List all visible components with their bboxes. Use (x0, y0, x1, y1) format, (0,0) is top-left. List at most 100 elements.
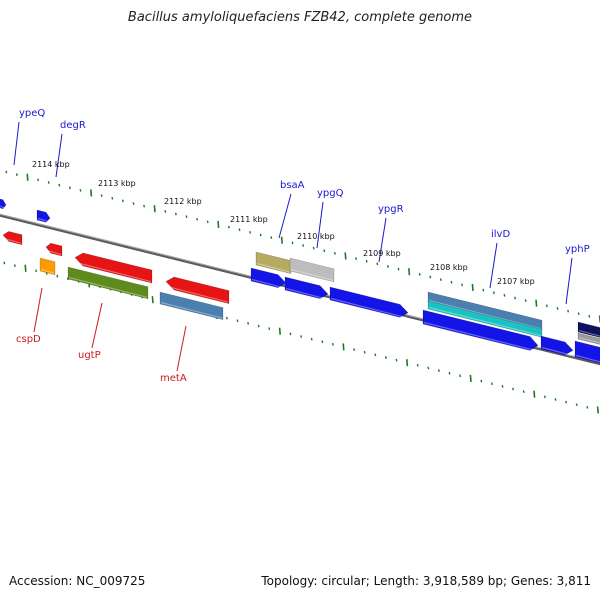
inner-tick-mark (56, 274, 59, 278)
outer-tick-mark (461, 283, 464, 287)
gene-feature-shading (166, 285, 229, 303)
inner-tick-mark (533, 390, 536, 398)
inner-tick-mark (575, 403, 578, 407)
outer-tick-mark (164, 209, 167, 213)
gene-feature-arrow[interactable] (67, 266, 149, 300)
gene-feature-shading (40, 268, 55, 274)
outer-tick-mark (577, 312, 580, 316)
gene-feature-arrow[interactable] (574, 340, 600, 364)
kbp-labels: 2114 kbp 2113 kbp 2112 kbp 2111 kbp 2110 kbp… (32, 160, 535, 286)
gene-feature-shading (428, 306, 542, 337)
gene-feature-shading (541, 346, 573, 357)
outer-tick-mark (68, 186, 71, 190)
gene-label[interactable]: bsaA (280, 180, 305, 191)
inner-tick-mark (554, 398, 557, 401)
inner-tick-mark (151, 296, 154, 304)
outer-tick-mark (386, 265, 389, 268)
outer-tick-mark (15, 173, 18, 176)
outer-tick-mark (312, 246, 315, 250)
gene-label[interactable]: yphP (565, 244, 590, 255)
inner-tick-mark (13, 264, 16, 267)
gene-feature-arrow[interactable] (255, 251, 292, 275)
outer-tick-mark (227, 225, 230, 229)
outer-tick-mark (100, 194, 103, 197)
gene-feature-arrow[interactable] (329, 286, 409, 318)
gene-feature-arrow[interactable] (159, 291, 224, 320)
gene-label-line (33, 287, 43, 333)
outer-tick-mark (482, 288, 485, 292)
gene-label-line (13, 121, 20, 166)
inner-tick-mark (225, 316, 228, 320)
outer-tick-mark (5, 170, 8, 174)
gene-label[interactable]: metA (160, 373, 187, 384)
kbp-label: 2111 kbp (230, 215, 268, 224)
accession-text: Accession: NC_009725 (9, 574, 146, 588)
gene-feature-arrow[interactable] (577, 332, 600, 346)
inner-tick-mark (363, 350, 366, 354)
outer-tick-mark (524, 299, 527, 302)
gene-feature-shading (578, 336, 600, 344)
outer-tick-mark (132, 202, 135, 205)
gene-feature-arrow[interactable] (422, 309, 539, 351)
outer-tick-mark (249, 230, 252, 234)
gene-label[interactable]: degR (60, 120, 86, 131)
outer-tick-mark (121, 199, 124, 203)
gene-feature-shading (46, 249, 62, 256)
outer-tick-mark (280, 236, 283, 244)
inner-tick-mark (257, 324, 260, 328)
inner-tick-mark (268, 327, 271, 330)
outer-tick-mark (291, 241, 294, 245)
kbp-label: 2112 kbp (164, 197, 202, 206)
outer-tick-mark (323, 249, 326, 253)
gene-label[interactable]: ypgQ (317, 188, 344, 199)
inner-tick-mark (459, 374, 462, 378)
inner-tick-mark (406, 359, 409, 367)
gene-feature-shading (160, 301, 223, 319)
gene-label-lines (13, 121, 573, 372)
inner-tick-mark (596, 406, 599, 414)
gene-feature-arrow[interactable] (165, 276, 230, 304)
outer-tick-mark (397, 267, 400, 271)
inner-tick-mark (236, 319, 239, 323)
outer-tick-mark (217, 220, 220, 229)
inner-tick-mark (480, 379, 483, 383)
outer-tick-mark (376, 262, 379, 266)
kbp-label: 2114 kbp (32, 160, 70, 169)
inner-tick-mark (586, 405, 589, 409)
gene-feature-arrow[interactable] (74, 252, 153, 284)
gene-label[interactable]: ypeQ (19, 108, 45, 119)
inner-tick-mark (543, 395, 546, 399)
inner-tick-mark (289, 332, 292, 336)
gene-label-line (489, 242, 498, 289)
gene-feature-arrow[interactable] (2, 231, 23, 246)
inner-tick-mark (300, 335, 303, 338)
gene-feature-shading (285, 287, 328, 300)
gene-feature-arrow[interactable] (577, 321, 600, 339)
gene-feature-arrow[interactable] (289, 257, 335, 283)
gene-label[interactable]: cspD (16, 334, 41, 345)
outer-tick-mark (153, 205, 156, 213)
gene-feature-shading (0, 205, 6, 209)
gene-feature-arrow[interactable] (540, 335, 574, 356)
outer-tick-mark (302, 244, 305, 247)
gene-feature-arrow[interactable] (45, 242, 63, 257)
gene-label[interactable]: ilvD (491, 229, 510, 240)
gene-feature-arrow[interactable] (250, 267, 287, 289)
gene-label[interactable]: ugtP (78, 350, 101, 361)
gene-label[interactable]: ypgR (378, 204, 404, 215)
outer-tick-mark (514, 296, 517, 300)
gene-feature-arrow[interactable] (0, 198, 7, 210)
outer-tick-ring (5, 170, 600, 323)
gene-label-line (316, 201, 324, 249)
gene-feature-shading (75, 261, 152, 283)
gene-feature-arrow[interactable] (284, 276, 329, 299)
gene-feature-arrow[interactable] (36, 209, 51, 223)
outer-tick-mark (492, 291, 495, 295)
kbp-label: 2113 kbp (98, 179, 136, 188)
outer-tick-mark (79, 188, 82, 192)
outer-tick-mark (471, 283, 474, 292)
outer-tick-mark (143, 204, 146, 208)
outer-tick-mark (503, 293, 506, 297)
outer-tick-mark (450, 280, 453, 284)
gene-feature-arrow[interactable] (39, 257, 56, 276)
